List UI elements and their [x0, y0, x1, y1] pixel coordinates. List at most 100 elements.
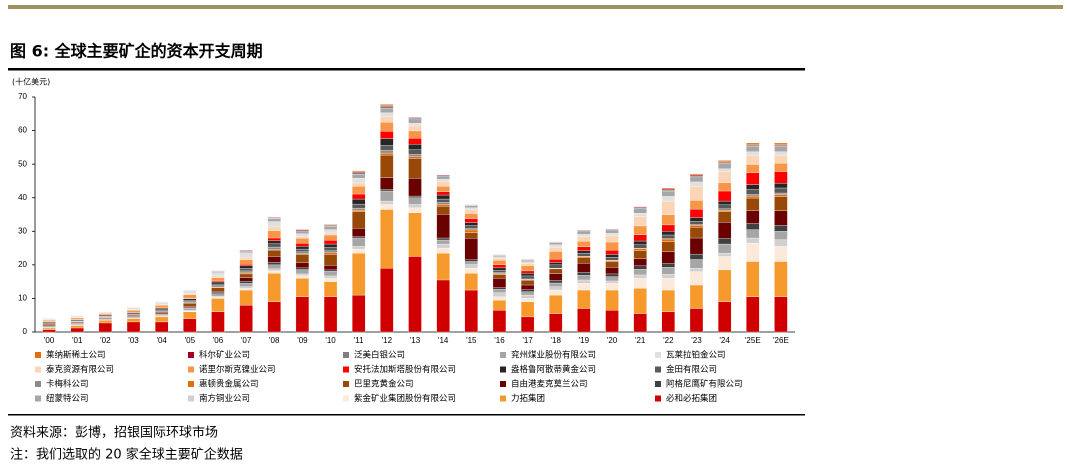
bar-segment	[211, 292, 224, 293]
bar-segment	[718, 172, 731, 183]
bar-segment	[409, 150, 422, 155]
bar-segment	[43, 328, 56, 330]
bar-segment	[324, 244, 337, 247]
legend-label: 金田有限公司	[666, 364, 717, 375]
bar-segment	[211, 297, 224, 298]
bar-segment	[71, 325, 84, 326]
bar-segment	[662, 278, 675, 290]
bar-segment	[690, 309, 703, 333]
x-tick-label: '20	[607, 336, 618, 345]
bar-segment	[99, 320, 112, 323]
bar-segment	[549, 280, 562, 283]
bar-segment	[352, 199, 365, 204]
bar-segment	[774, 195, 787, 197]
legend-swatch	[343, 396, 349, 402]
x-tick-label: '21	[635, 336, 646, 345]
bar-segment	[606, 233, 619, 235]
bar-segment	[380, 201, 393, 204]
bar-segment	[296, 237, 309, 239]
x-tick-label: '19	[579, 336, 590, 345]
bar-segment	[718, 191, 731, 201]
bar-segment	[240, 271, 253, 273]
bar-segment	[268, 302, 281, 332]
bar-segment	[746, 189, 759, 194]
bar-segment	[296, 278, 309, 296]
bar-segment	[268, 222, 281, 227]
bar-segment	[718, 163, 731, 168]
bar-segment	[690, 182, 703, 186]
bar-segment	[352, 186, 365, 194]
bar-segment	[155, 304, 168, 305]
bar-segment	[183, 302, 196, 303]
bar-segment	[577, 247, 590, 251]
legend-label: 诺里尔斯克镍业公司	[199, 364, 276, 375]
bar-segment	[324, 235, 337, 240]
bar-segment	[774, 143, 787, 145]
bar-segment	[718, 160, 731, 161]
bar-segment	[268, 227, 281, 231]
bar-segment	[268, 269, 281, 271]
legend-label: 兖州煤业股份有限公司	[511, 350, 596, 361]
bar-segment	[690, 177, 703, 182]
x-tick-label: '05	[185, 336, 196, 345]
bar-segment	[409, 123, 422, 126]
bar-segment	[690, 227, 703, 238]
bar-segment	[211, 296, 224, 297]
bar-segment	[521, 285, 534, 290]
bar-segment	[352, 212, 365, 228]
bar-segment	[380, 268, 393, 332]
x-tick-label: '17	[522, 336, 533, 345]
bar-segment	[437, 240, 450, 244]
bar-segment	[324, 240, 337, 244]
bar-segment	[606, 254, 619, 257]
bar-segment	[240, 250, 253, 251]
bar-segment	[465, 213, 478, 218]
x-tick-label: '02	[100, 336, 111, 345]
bar-segment	[662, 239, 675, 242]
bar-segment	[774, 197, 787, 211]
bar-segment	[577, 237, 590, 242]
x-tick-label: '11	[354, 336, 364, 345]
bar-segment	[606, 262, 619, 268]
bar-segment	[521, 266, 534, 271]
bar-segment	[634, 235, 647, 241]
bar-segment	[690, 225, 703, 227]
legend-label: 科尔矿业公司	[199, 350, 250, 361]
legend-swatch	[188, 352, 194, 358]
bar-segment	[211, 291, 224, 292]
bar-segment	[380, 122, 393, 131]
bar-segment	[155, 317, 168, 322]
bar-segment	[577, 290, 590, 308]
bar-segment	[380, 178, 393, 190]
bar-segment	[155, 314, 168, 315]
bar-segment	[437, 280, 450, 332]
bar-segment	[380, 116, 393, 122]
bar-segment	[746, 185, 759, 190]
legend-label: 纽蒙特公司	[46, 393, 89, 404]
bar-segment	[718, 162, 731, 163]
bar-segment	[43, 322, 56, 323]
bar-segment	[690, 174, 703, 175]
x-tick-label: '13	[410, 336, 421, 345]
bar-segment	[99, 319, 112, 320]
bar-segment	[71, 323, 84, 324]
bar-segment	[409, 154, 422, 156]
bar-segment	[549, 290, 562, 295]
bar-segment	[465, 226, 478, 229]
x-tick-label: '26E	[773, 336, 789, 345]
bar-segment	[324, 251, 337, 253]
bar-segment	[493, 258, 506, 260]
legend-label: 盎格鲁阿散蒂黄金公司	[511, 364, 596, 375]
bar-segment	[409, 204, 422, 207]
y-tick-label: 50	[18, 159, 27, 168]
legend-swatch	[500, 396, 506, 402]
x-tick-label: '06	[213, 336, 224, 345]
bar-segment	[746, 224, 759, 230]
bar-segment	[493, 300, 506, 310]
bar-segment	[662, 274, 675, 278]
bar-segment	[127, 315, 140, 316]
bar-segment	[577, 280, 590, 283]
bar-segment	[577, 234, 590, 236]
bar-segment	[465, 223, 478, 226]
bar-segment	[774, 240, 787, 247]
